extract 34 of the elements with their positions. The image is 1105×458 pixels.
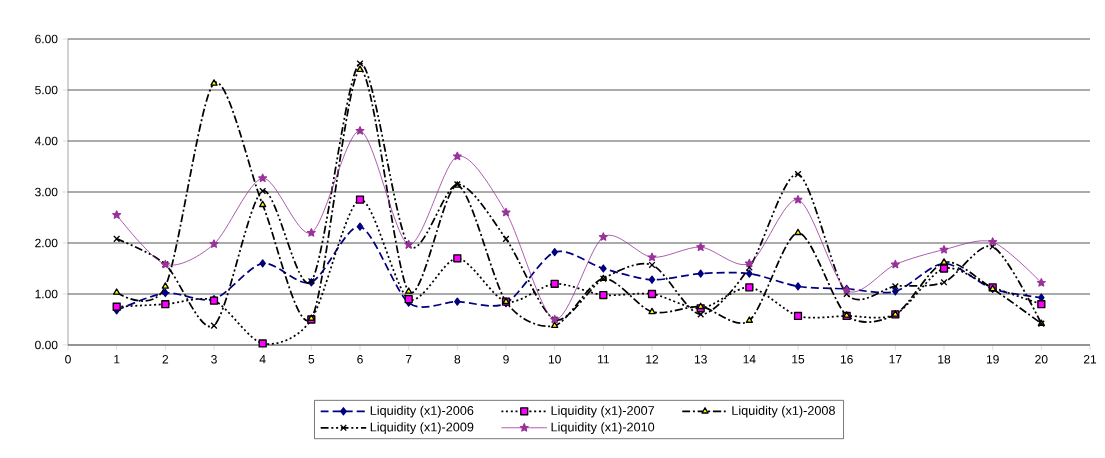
x-tick-label: 1 [114,355,120,364]
x-tick-label: 12 [646,355,659,364]
x-tick-label: 6 [357,355,363,364]
y-tick-label: 6.00 [35,34,58,44]
x-tick-label: 9 [503,355,509,364]
y-tick-label: 0.00 [35,340,58,350]
x-tick-label: 17 [889,355,902,364]
y-tick-label: 2.00 [35,238,58,248]
x-tick-label: 0 [65,355,71,364]
x-tick-label: 3 [211,355,217,364]
legend-label: Liquidity (x1)-2010 [551,422,655,434]
legend-label: Liquidity (x1)-2007 [551,405,655,418]
x-tick-label: 8 [454,355,461,364]
x-tick-label: 16 [840,355,853,364]
x-tick-label: 20 [1035,355,1048,364]
legend-label: Liquidity (x1)-2006 [370,405,474,418]
x-tick-label: 18 [938,355,951,364]
x-tick-label: 2 [162,355,169,364]
x-tick-label: 14 [743,355,756,364]
x-tick-label: 10 [548,355,561,364]
x-tick-label: 4 [259,355,266,364]
x-tick-label: 5 [308,355,315,364]
legend-label: Liquidity (x1)-2009 [370,422,474,434]
y-tick-label: 1.00 [35,289,58,299]
x-tick-label: 21 [1083,355,1097,364]
y-tick-label: 4.00 [34,136,58,146]
x-tick-label: 19 [986,355,999,364]
x-tick-label: 11 [598,355,609,364]
x-tick-label: 7 [405,355,412,364]
y-tick-label: 3.00 [35,187,58,197]
legend-label: Liquidity (x1)-2008 [732,405,835,418]
y-tick-label: 5.00 [35,85,58,95]
x-tick-label: 13 [694,355,707,364]
x-tick-label: 15 [792,355,805,364]
